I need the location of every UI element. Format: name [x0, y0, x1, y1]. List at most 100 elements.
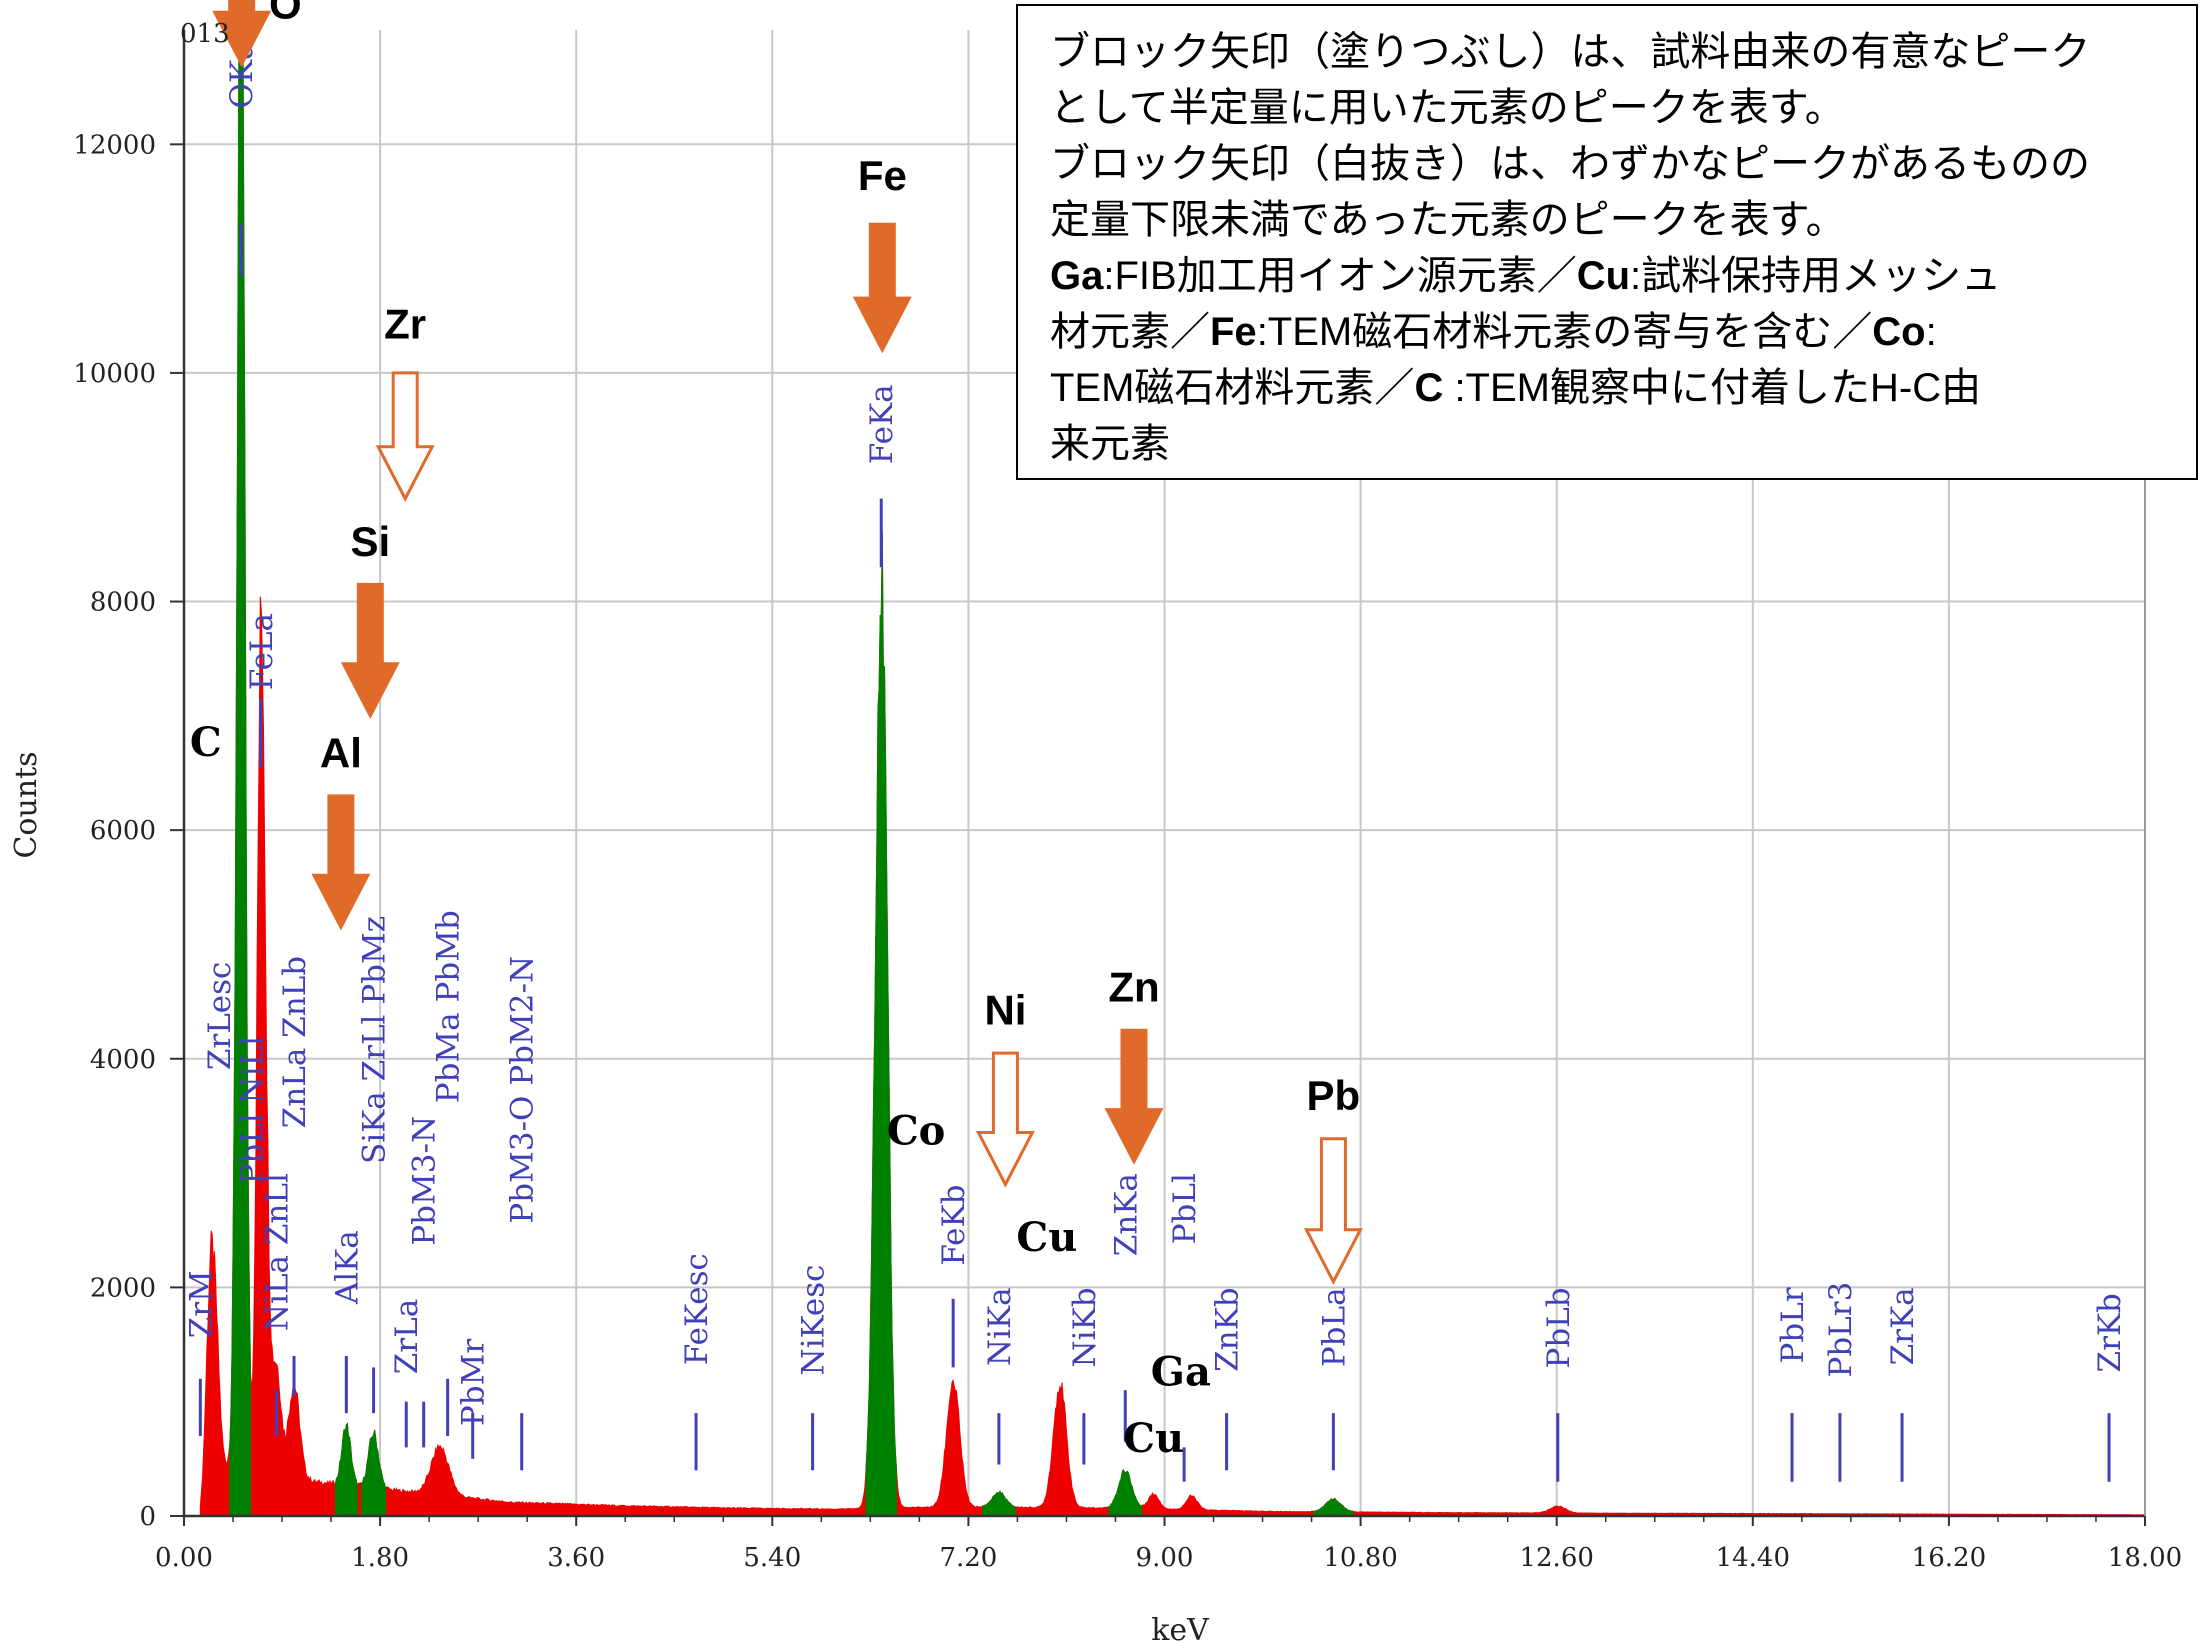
peak-label: PbLr3 — [1823, 1282, 1859, 1378]
y-tick-label: 2000 — [90, 1273, 156, 1303]
peak-label: PbMr — [456, 1339, 492, 1426]
element-label: Zn — [1108, 964, 1159, 1011]
note-text: :FIB加工用イオン源元素／ — [1103, 254, 1577, 298]
x-tick-label: 5.40 — [743, 1543, 801, 1573]
filled-arrow-icon — [340, 582, 400, 720]
element-label: Si — [350, 518, 390, 565]
peak-label: PbLr — [1775, 1287, 1811, 1363]
element-label: Pb — [1307, 1072, 1361, 1119]
peak-label: AlKa — [329, 1230, 365, 1305]
roi-window-area — [982, 1489, 1016, 1517]
note-element: C — [1414, 366, 1444, 410]
peak-label: SiKa ZrLl PbMz — [357, 916, 393, 1164]
roi-window-area — [334, 1422, 358, 1517]
hollow-arrow-icon — [1303, 1137, 1363, 1285]
note-line: として半定量に用いた元素のピークを表す。 — [1050, 80, 2176, 136]
note-line: ブロック矢印（白抜き）は、わずかなピークがあるものの — [1050, 136, 2176, 192]
peak-label: ZnKb — [1210, 1287, 1246, 1372]
element-label: C — [190, 719, 222, 766]
note-text: ブロック矢印（白抜き）は、わずかなピークがあるものの — [1050, 142, 2090, 186]
note-text: TEM磁石材料元素／ — [1050, 366, 1415, 410]
note-element: Cu — [1576, 254, 1631, 298]
filled-arrow-icon — [1104, 1028, 1164, 1165]
note-line: ブロック矢印（塗りつぶし）は、試料由来の有意なピーク — [1050, 24, 2176, 80]
peak-label: PbM3-N — [407, 1116, 443, 1246]
peak-label: ZnKa — [1108, 1173, 1144, 1256]
roi-window-area — [361, 1429, 386, 1517]
peak-label: ZrLesc — [202, 962, 238, 1071]
element-label: Al — [320, 729, 362, 776]
legend-note-box: ブロック矢印（塗りつぶし）は、試料由来の有意なピーク として半定量に用いた元素の… — [1016, 4, 2198, 480]
peak-label: PbLl — [1167, 1173, 1203, 1244]
y-tick-label: 0 — [139, 1502, 156, 1532]
x-tick-label: 3.60 — [547, 1543, 605, 1573]
note-line: 定量下限未満であった元素のピークを表す。 — [1050, 192, 2176, 248]
x-tick-label: 1.80 — [351, 1543, 409, 1573]
y-tick-label: 4000 — [90, 1045, 156, 1075]
note-text: :TEM磁石材料元素の寄与を含む／ — [1256, 310, 1873, 354]
note-line: 来元素 — [1050, 416, 2176, 472]
note-text: ブロック矢印（塗りつぶし）は、試料由来の有意なピーク — [1050, 30, 2091, 74]
note-line: TEM磁石材料元素／C :TEM観察中に付着したH-C由 — [1050, 360, 2176, 416]
x-tick-label: 14.40 — [1716, 1543, 1790, 1573]
hollow-arrow-icon — [375, 371, 435, 502]
y-tick-label: 12000 — [73, 130, 156, 160]
peak-label: NiLa ZnLl — [260, 1173, 296, 1331]
element-label: Zr — [384, 301, 426, 348]
hollow-arrow-icon — [975, 1051, 1035, 1188]
roi-window-area — [229, 0, 251, 1517]
element-label: Ni — [984, 986, 1026, 1033]
peak-label: FeLa — [244, 613, 280, 690]
note-text: 材元素／ — [1050, 310, 1210, 354]
note-text: :TEM観察中に付着したH-C由 — [1443, 366, 1982, 410]
peak-label: ZrKb — [2092, 1293, 2128, 1372]
peak-label: ZrLa — [389, 1299, 425, 1374]
peak-label: PbM3-O PbM2-N — [505, 956, 541, 1224]
x-tick-label: 7.20 — [939, 1543, 997, 1573]
x-tick-label: 10.80 — [1323, 1543, 1397, 1573]
x-tick-label: 18.00 — [2108, 1543, 2182, 1573]
note-text: 定量下限未満であった元素のピークを表す。 — [1050, 198, 1846, 242]
peak-label: ZnLa ZnLb — [277, 956, 313, 1128]
roi-window-area — [1313, 1497, 1354, 1517]
note-text: : — [1925, 310, 1937, 354]
element-arrows: O Zr Si Al Fe Ni Zn Pb C Co Cu Ga Cu — [190, 0, 1363, 1462]
peak-label: FeKb — [936, 1185, 972, 1266]
y-tick-label: 8000 — [90, 588, 156, 618]
y-tick-label: 6000 — [90, 816, 156, 846]
top-label: 013 — [180, 19, 230, 49]
filled-arrow-icon — [212, 0, 272, 68]
peak-label: ZrKa — [1885, 1287, 1921, 1365]
element-label: O — [269, 0, 302, 28]
peak-label: NiKa — [982, 1287, 1018, 1366]
element-label: Cu — [1016, 1214, 1077, 1261]
note-text: :試料保持用メッシュ — [1630, 254, 2002, 298]
element-label: Co — [887, 1108, 946, 1155]
roi-window-area — [865, 532, 897, 1517]
note-line: 材元素／Fe:TEM磁石材料元素の寄与を含む／Co: — [1050, 304, 2176, 360]
spectrum-series — [199, 0, 2146, 1517]
x-tick-label: 12.60 — [1519, 1543, 1593, 1573]
note-line: Ga:FIB加工用イオン源元素／Cu:試料保持用メッシュ — [1050, 248, 2176, 304]
element-label: Cu — [1123, 1415, 1184, 1462]
note-text: として半定量に用いた元素のピークを表す。 — [1050, 86, 1845, 130]
roi-window-area — [1108, 1468, 1143, 1517]
x-axis-title: keV — [1151, 1613, 1210, 1648]
x-tick-label: 9.00 — [1136, 1543, 1194, 1573]
peak-label: PbMa PbMb — [431, 910, 467, 1103]
peak-label: PbLl NiLl — [235, 1036, 271, 1185]
y-tick-label: 10000 — [73, 359, 156, 389]
peak-label: NiKesc — [796, 1265, 832, 1376]
axis-ticks: 0.00 1.80 3.60 5.40 7.20 9.00 10.80 12.60 14.40 1… — [73, 130, 2182, 1573]
peak-label: FeKesc — [679, 1253, 715, 1365]
x-tick-label: 16.20 — [1912, 1543, 1986, 1573]
x-tick-label: 0.00 — [155, 1543, 213, 1573]
note-text: 来元素 — [1050, 422, 1170, 466]
note-element: Ga — [1050, 254, 1104, 298]
peak-label: NiKb — [1067, 1287, 1103, 1367]
filled-arrow-icon — [311, 794, 371, 931]
note-element: Co — [1872, 310, 1926, 354]
spectrum-area — [199, 0, 2146, 1517]
